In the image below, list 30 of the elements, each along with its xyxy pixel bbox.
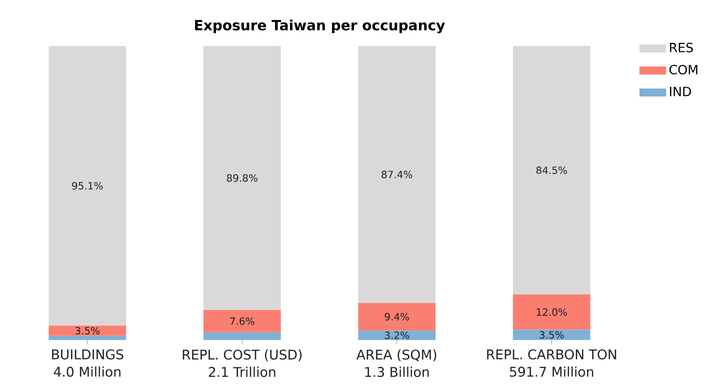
bar — [203, 46, 281, 310]
bar — [203, 332, 281, 340]
bar — [203, 310, 281, 332]
legend-label: RES — [670, 42, 693, 52]
bar — [512, 330, 590, 340]
bar — [48, 336, 126, 340]
x-tick-label: AREA (SQM) 1.3 Billion — [356, 349, 436, 377]
data-label: 12.0% — [536, 308, 567, 316]
data-label: 7.6% — [230, 317, 254, 325]
chart-title: Exposure Taiwan per occupancy — [195, 20, 445, 34]
bar — [512, 294, 590, 330]
x-tick-label: BUILDINGS 4.0 Million — [52, 349, 124, 377]
bar — [358, 46, 436, 303]
data-label: 84.5% — [536, 166, 567, 174]
data-label: 3.2% — [384, 332, 410, 340]
data-label: 87.4% — [382, 170, 412, 178]
x-tick-label: REPL. CARBON TON 591.7 Million — [487, 349, 616, 377]
legend-label: IND — [670, 86, 691, 96]
bar — [48, 46, 126, 326]
legend-label: COM — [669, 64, 698, 74]
data-label: 3.5% — [540, 331, 564, 339]
x-tick-label: REPL. COST (USD) 2.1 Trillion — [182, 349, 302, 377]
data-label: 3.5% — [75, 326, 100, 335]
bar — [48, 326, 126, 336]
bar — [512, 46, 590, 294]
bar — [358, 302, 436, 331]
data-label: 95.1% — [72, 182, 103, 190]
data-label: 89.8% — [226, 174, 258, 182]
bar — [358, 330, 436, 340]
data-label: 9.4% — [384, 312, 410, 321]
